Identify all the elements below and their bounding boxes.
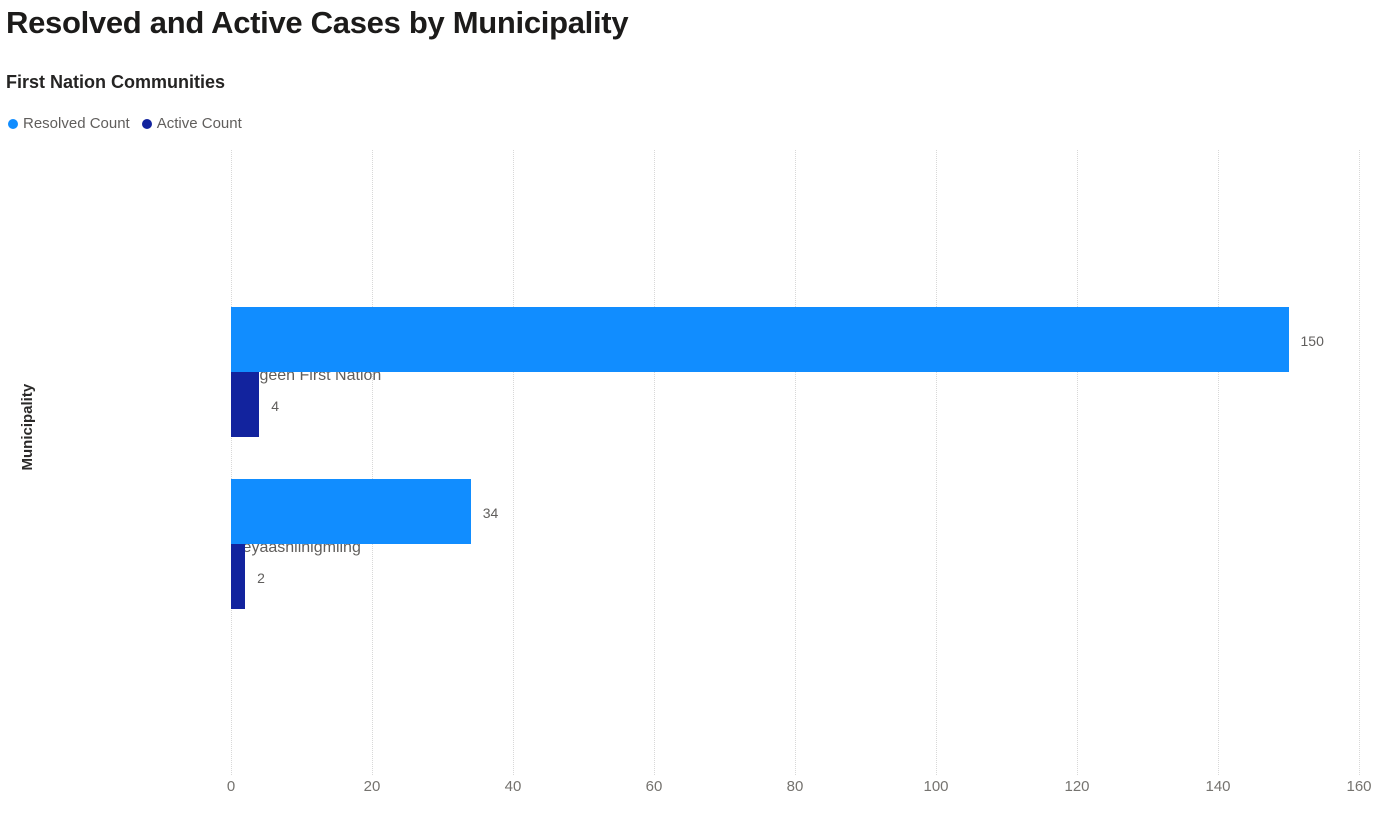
data-label-active-neyaashiinigmiing: 2: [257, 569, 265, 586]
x-tick-label-20: 20: [363, 778, 381, 795]
x-axis-tick-labels: 0 20 40 60 80 100 120 140 160: [227, 778, 1372, 798]
data-label-active-saugeen-first-nation: 4: [271, 397, 279, 414]
x-tick-label-60: 60: [645, 778, 663, 795]
chart-subtitle: First Nation Communities: [6, 72, 226, 92]
gridline-x-60: [654, 150, 655, 775]
gridline-x-20: [372, 150, 373, 775]
gridline-x-40: [513, 150, 514, 775]
legend-dot-active-icon: [141, 118, 152, 129]
gridline-x-0: [231, 150, 232, 775]
x-tick-label-120: 120: [1064, 778, 1090, 795]
gridline-x-160: [1359, 150, 1360, 775]
legend-label-resolved: Resolved Count: [23, 115, 130, 132]
bar-active-saugeen-first-nation[interactable]: [231, 372, 260, 437]
x-tick-label-100: 100: [923, 778, 949, 795]
legend-item-resolved[interactable]: Resolved Count: [8, 115, 130, 132]
plot-area: Saugeen First Nation 150 4 Neyaashiinigmiin…: [231, 150, 1360, 775]
legend-dot-resolved-icon: [8, 118, 18, 129]
gridline-x-80: [795, 150, 796, 775]
y-axis-title: Municipality: [18, 383, 36, 471]
data-label-resolved-saugeen-first-nation: 150: [1300, 332, 1324, 349]
chart-title: Resolved and Active Cases by Municipalit…: [6, 5, 629, 40]
data-label-resolved-neyaashiinigmiing: 34: [482, 504, 499, 521]
x-tick-label-0: 0: [226, 778, 236, 795]
legend: Resolved Count Active Count: [8, 115, 242, 132]
x-tick-label-140: 140: [1205, 778, 1231, 795]
x-tick-label-160: 160: [1346, 778, 1372, 795]
gridline-x-120: [1077, 150, 1078, 775]
gridline-x-100: [936, 150, 937, 775]
bar-active-neyaashiinigmiing[interactable]: [231, 544, 246, 609]
x-tick-label-40: 40: [504, 778, 522, 795]
gridline-x-140: [1218, 150, 1219, 775]
x-tick-label-80: 80: [786, 778, 804, 795]
bar-resolved-neyaashiinigmiing[interactable]: [231, 479, 471, 544]
bar-resolved-saugeen-first-nation[interactable]: [231, 307, 1289, 372]
legend-label-active: Active Count: [156, 115, 242, 132]
legend-item-active[interactable]: Active Count: [141, 115, 242, 132]
